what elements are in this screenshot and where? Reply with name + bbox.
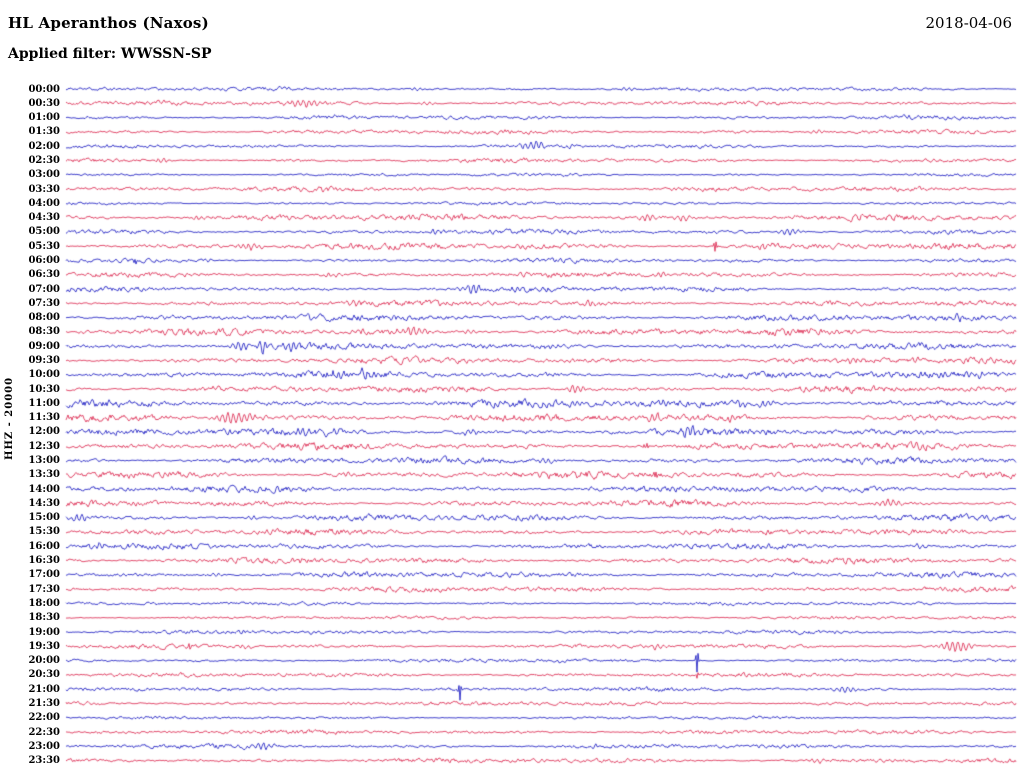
time-label: 17:30 <box>28 583 60 595</box>
time-label: 14:30 <box>28 497 60 509</box>
time-label: 03:30 <box>28 183 60 195</box>
time-label: 23:00 <box>28 740 60 752</box>
time-label: 18:30 <box>28 612 60 624</box>
time-label: 04:30 <box>28 212 60 224</box>
time-label: 08:30 <box>28 326 60 338</box>
time-label: 01:30 <box>28 126 60 138</box>
time-label: 21:00 <box>28 683 60 695</box>
time-label: 14:00 <box>28 483 60 495</box>
time-label: 16:30 <box>28 555 60 567</box>
time-label: 23:30 <box>28 755 60 767</box>
time-label: 09:00 <box>28 340 60 352</box>
time-label: 20:00 <box>28 655 60 667</box>
filter-label: Applied filter: WWSSN-SP <box>8 46 212 62</box>
time-label: 21:30 <box>28 697 60 709</box>
time-label: 05:00 <box>28 226 60 238</box>
time-label: 18:00 <box>28 597 60 609</box>
date-label: 2018-04-06 <box>925 14 1012 32</box>
station-title: HL Aperanthos (Naxos) <box>8 14 209 32</box>
time-label: 20:30 <box>28 669 60 681</box>
time-label: 08:00 <box>28 312 60 324</box>
time-label: 12:30 <box>28 440 60 452</box>
time-label: 04:00 <box>28 197 60 209</box>
time-label: 07:00 <box>28 283 60 295</box>
time-label: 13:00 <box>28 455 60 467</box>
time-label: 05:30 <box>28 240 60 252</box>
time-label: 03:00 <box>28 169 60 181</box>
time-label: 06:30 <box>28 269 60 281</box>
time-label: 07:30 <box>28 297 60 309</box>
time-label: 00:30 <box>28 97 60 109</box>
time-label: 02:30 <box>28 154 60 166</box>
time-label: 13:30 <box>28 469 60 481</box>
time-label: 00:00 <box>28 83 60 95</box>
time-label: 10:00 <box>28 369 60 381</box>
time-label: 22:00 <box>28 712 60 724</box>
time-label: 15:00 <box>28 512 60 524</box>
time-label: 16:00 <box>28 540 60 552</box>
time-label: 19:30 <box>28 640 60 652</box>
time-label: 12:00 <box>28 426 60 438</box>
time-label: 11:00 <box>28 397 60 409</box>
time-label: 19:00 <box>28 626 60 638</box>
time-label: 01:00 <box>28 112 60 124</box>
time-label: 06:00 <box>28 254 60 266</box>
time-label: 15:30 <box>28 526 60 538</box>
time-label: 17:00 <box>28 569 60 581</box>
time-label: 22:30 <box>28 726 60 738</box>
time-label: 11:30 <box>28 412 60 424</box>
time-label: 09:30 <box>28 355 60 366</box>
time-label: 02:00 <box>28 140 60 152</box>
time-label: 10:30 <box>28 383 60 395</box>
